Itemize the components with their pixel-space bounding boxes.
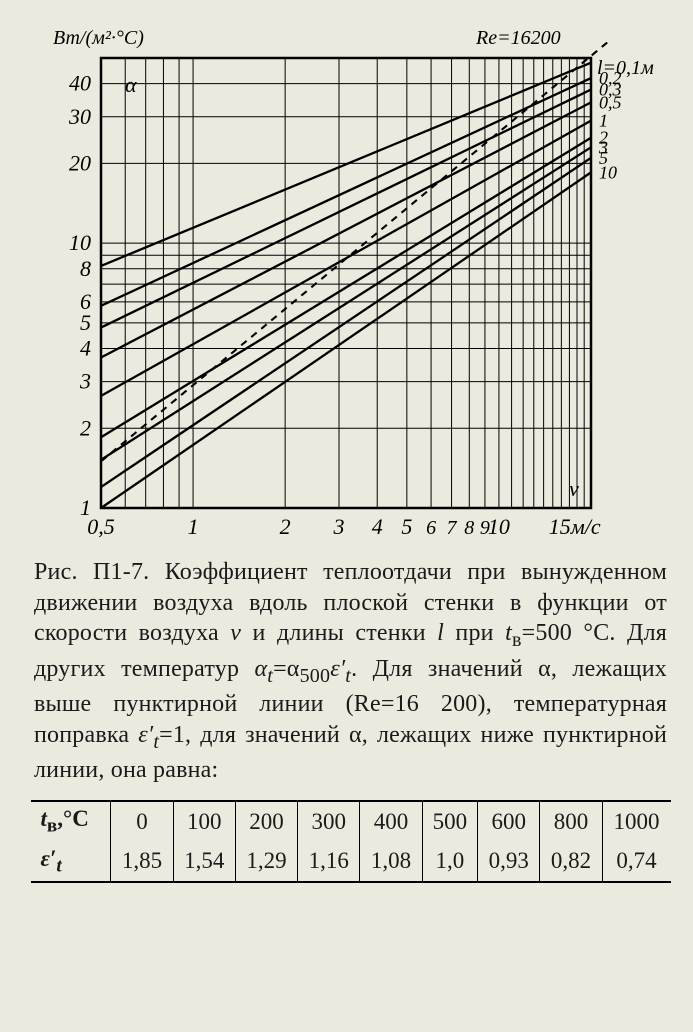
cell: 1,54	[173, 842, 235, 883]
cell: 800	[540, 801, 602, 842]
cell: 100	[173, 801, 235, 842]
table-row: ε′t 1,85 1,54 1,29 1,16 1,08 1,0 0,93 0,…	[31, 842, 671, 883]
svg-text:0,5: 0,5	[87, 514, 115, 539]
svg-text:7: 7	[446, 517, 457, 539]
cell: 0,74	[602, 842, 670, 883]
cell: 300	[298, 801, 360, 842]
cell: 200	[235, 801, 297, 842]
cell: 1,0	[422, 842, 478, 883]
svg-text:8: 8	[464, 517, 474, 539]
cell: 600	[478, 801, 540, 842]
svg-text:2: 2	[279, 514, 290, 539]
cell: 1,08	[360, 842, 422, 883]
svg-text:5: 5	[401, 514, 412, 539]
svg-text:4: 4	[371, 514, 382, 539]
cell: 1,16	[298, 842, 360, 883]
svg-text:40: 40	[69, 71, 91, 96]
svg-text:α: α	[125, 72, 137, 97]
svg-text:6: 6	[426, 517, 436, 539]
cell: 0,93	[478, 842, 540, 883]
svg-text:10: 10	[599, 162, 617, 182]
table-row: tв,°С 0 100 200 300 400 500 600 800 1000	[31, 801, 671, 842]
cell: 500	[422, 801, 478, 842]
cell: 1,85	[111, 842, 173, 883]
svg-text:Re=16200: Re=16200	[475, 27, 561, 49]
cell: 0,82	[540, 842, 602, 883]
chart-area: 1234568102030400,51234567891015м/сВт/(м²…	[31, 18, 671, 543]
svg-text:v: v	[569, 476, 579, 501]
svg-text:10: 10	[69, 230, 91, 255]
svg-text:15м/с: 15м/с	[548, 514, 600, 539]
cell: 1000	[602, 801, 670, 842]
svg-text:1: 1	[187, 514, 198, 539]
svg-text:3: 3	[332, 514, 344, 539]
svg-text:2: 2	[80, 415, 91, 440]
figure-caption: Рис. П1-7. Коэффициент теплоотдачи при в…	[34, 557, 667, 786]
row-header-eps: ε′t	[31, 842, 111, 883]
cell: 0	[111, 801, 173, 842]
row-header-temp: tв,°С	[31, 801, 111, 842]
svg-text:Вт/(м²·°С): Вт/(м²·°С)	[53, 27, 144, 49]
svg-text:8: 8	[80, 256, 91, 281]
svg-text:20: 20	[69, 150, 91, 175]
svg-text:4: 4	[80, 336, 91, 361]
correction-table: tв,°С 0 100 200 300 400 500 600 800 1000…	[31, 800, 671, 883]
fig-number: Рис. П1-7.	[34, 559, 149, 585]
svg-text:6: 6	[80, 289, 91, 314]
svg-text:3: 3	[79, 369, 91, 394]
svg-text:0,5: 0,5	[599, 92, 622, 112]
cell: 1,29	[235, 842, 297, 883]
loglog-chart: 1234568102030400,51234567891015м/сВт/(м²…	[31, 18, 671, 543]
cell: 400	[360, 801, 422, 842]
svg-text:30: 30	[68, 104, 91, 129]
svg-text:10: 10	[487, 514, 509, 539]
